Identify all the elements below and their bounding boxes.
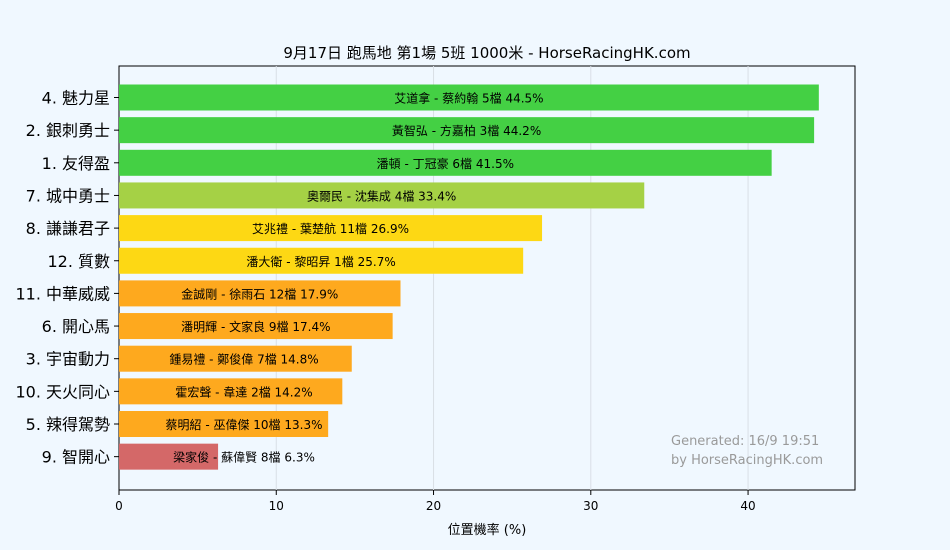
bar-label: 金誠剛 - 徐雨石 12檔 17.9%	[181, 286, 338, 301]
bar	[119, 411, 329, 437]
category-label: 7. 城中勇士	[26, 186, 110, 205]
bar-label: 鍾易禮 - 鄭俊偉 7檔 14.8%	[169, 352, 318, 367]
bar-label: 奧爾民 - 沈集成 4檔 33.4%	[307, 188, 456, 203]
bar-label: 潘明輝 - 文家良 9檔 17.4%	[181, 319, 330, 334]
bar	[119, 247, 524, 274]
category-label: 4. 魅力星	[42, 89, 110, 108]
category-label: 8. 謙謙君子	[26, 219, 110, 238]
bar	[119, 117, 815, 144]
chart-title: 9月17日 跑馬地 第1場 5班 1000米 - HorseRacingHK.c…	[283, 44, 690, 62]
category-label: 11. 中華威威	[15, 284, 110, 303]
category-label: 10. 天火同心	[15, 382, 110, 401]
category-label: 9. 智開心	[42, 448, 110, 467]
x-axis-label: 位置機率 (%)	[448, 522, 527, 538]
bar	[119, 443, 219, 470]
bar	[119, 149, 772, 176]
category-label: 6. 開心馬	[42, 317, 110, 336]
bar	[119, 215, 543, 242]
labels: 0 10 20 30 40 4. 魅力星 艾道拿 - 蔡約翰 5檔 44.5% 2. 銀刺勇士…	[15, 89, 755, 514]
x-tick-label: 10	[269, 499, 284, 513]
bar-label: 潘大衛 - 黎昭昇 1檔 25.7%	[246, 255, 395, 269]
bar	[119, 182, 645, 209]
x-tick-label: 20	[426, 499, 441, 513]
bar	[119, 345, 352, 372]
bars	[119, 84, 819, 470]
bar	[119, 280, 401, 307]
bar	[119, 313, 393, 340]
bar	[119, 84, 819, 111]
bar-label: 黃智弘 - 方嘉柏 3檔 44.2%	[392, 123, 541, 138]
bar	[119, 378, 343, 405]
bar-label: 霍宏聲 - 韋達 2檔 14.2%	[175, 384, 312, 399]
category-label: 5. 辣得駕勢	[26, 415, 110, 434]
bar-label: 艾道拿 - 蔡約翰 5檔 44.5%	[394, 91, 543, 106]
x-tick-label: 0	[115, 499, 123, 513]
category-label: 3. 宇宙動力	[26, 350, 110, 369]
bar-label: 蔡明紹 - 巫偉傑 10檔 13.3%	[166, 418, 323, 432]
category-label: 1. 友得盈	[42, 154, 110, 173]
category-label: 2. 銀刺勇士	[26, 121, 110, 140]
bar-label: 梁家俊 - 蘇偉賢 8檔 6.3%	[173, 450, 315, 465]
watermark-generated: Generated: 16/9 19:51	[671, 434, 819, 449]
bar-label: 艾兆禮 - 葉楚航 11檔 26.9%	[252, 221, 409, 236]
watermark-site: by HorseRacingHK.com	[671, 453, 823, 468]
x-tick-label: 30	[583, 499, 598, 513]
category-label: 12. 質數	[47, 252, 110, 271]
bar-label: 潘頓 - 丁冠豪 6檔 41.5%	[377, 156, 514, 171]
x-tick-label: 40	[740, 499, 755, 513]
